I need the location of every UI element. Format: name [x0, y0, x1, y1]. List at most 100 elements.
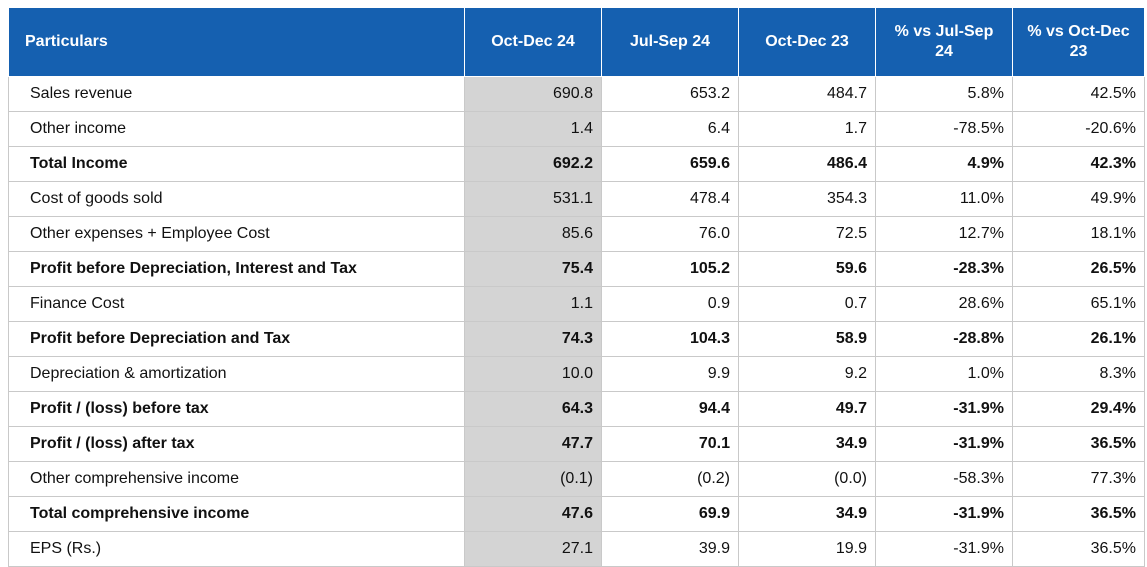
cell-pct-vs-jul-sep-24: -31.9%	[875, 391, 1013, 427]
cell-pct-vs-jul-sep-24: 1.0%	[875, 356, 1013, 392]
table-row: EPS (Rs.) 27.1 39.9 19.9 -31.9% 36.5%	[8, 531, 1145, 567]
cell-oct-dec-23: 34.9	[738, 496, 876, 532]
cell-oct-dec-23: 1.7	[738, 111, 876, 147]
cell-oct-dec-23: 59.6	[738, 251, 876, 287]
cell-pct-vs-oct-dec-23: 36.5%	[1012, 531, 1145, 567]
cell-oct-dec-23: (0.0)	[738, 461, 876, 497]
cell-oct-dec-23: 58.9	[738, 321, 876, 357]
cell-oct-dec-23: 49.7	[738, 391, 876, 427]
cell-pct-vs-oct-dec-23: 36.5%	[1012, 426, 1145, 462]
row-label: Profit before Depreciation and Tax	[8, 321, 465, 357]
table-row: Total Income 692.2 659.6 486.4 4.9% 42.3%	[8, 146, 1145, 182]
cell-oct-dec-24: 75.4	[464, 251, 602, 287]
header-oct-dec-24: Oct-Dec 24	[464, 7, 602, 77]
row-label: Other comprehensive income	[8, 461, 465, 497]
cell-oct-dec-23: 34.9	[738, 426, 876, 462]
table-row: Depreciation & amortization 10.0 9.9 9.2 1.0…	[8, 356, 1145, 392]
cell-oct-dec-23: 9.2	[738, 356, 876, 392]
cell-pct-vs-oct-dec-23: 18.1%	[1012, 216, 1145, 252]
cell-jul-sep-24: 94.4	[601, 391, 739, 427]
row-label: Other expenses + Employee Cost	[8, 216, 465, 252]
row-label: EPS (Rs.)	[8, 531, 465, 567]
cell-jul-sep-24: 39.9	[601, 531, 739, 567]
table-row: Profit / (loss) after tax 47.7 70.1 34.9 -31…	[8, 426, 1145, 462]
cell-oct-dec-24: 47.7	[464, 426, 602, 462]
cell-oct-dec-23: 0.7	[738, 286, 876, 322]
cell-jul-sep-24: 478.4	[601, 181, 739, 217]
cell-pct-vs-oct-dec-23: 77.3%	[1012, 461, 1145, 497]
cell-pct-vs-jul-sep-24: 4.9%	[875, 146, 1013, 182]
cell-jul-sep-24: 9.9	[601, 356, 739, 392]
cell-oct-dec-24: 74.3	[464, 321, 602, 357]
cell-jul-sep-24: 105.2	[601, 251, 739, 287]
cell-pct-vs-oct-dec-23: 36.5%	[1012, 496, 1145, 532]
table-row: Total comprehensive income 47.6 69.9 34.9 -3…	[8, 496, 1145, 532]
table-row: Cost of goods sold 531.1 478.4 354.3 11.0% 49…	[8, 181, 1145, 217]
cell-jul-sep-24: 69.9	[601, 496, 739, 532]
cell-pct-vs-jul-sep-24: 28.6%	[875, 286, 1013, 322]
table-row: Other expenses + Employee Cost 85.6 76.0 72…	[8, 216, 1145, 252]
cell-pct-vs-jul-sep-24: -28.8%	[875, 321, 1013, 357]
cell-oct-dec-23: 486.4	[738, 146, 876, 182]
cell-pct-vs-jul-sep-24: 11.0%	[875, 181, 1013, 217]
cell-oct-dec-24: 85.6	[464, 216, 602, 252]
cell-oct-dec-24: 27.1	[464, 531, 602, 567]
row-label: Total comprehensive income	[8, 496, 465, 532]
financial-results-table: Particulars Oct-Dec 24 Jul-Sep 24 Oct-De…	[8, 7, 1145, 567]
table-row: Other comprehensive income (0.1) (0.2) (0.0…	[8, 461, 1145, 497]
header-pct-vs-oct-dec-23: % vs Oct-Dec 23	[1012, 7, 1145, 77]
table-row: Finance Cost 1.1 0.9 0.7 28.6% 65.1%	[8, 286, 1145, 322]
cell-jul-sep-24: 104.3	[601, 321, 739, 357]
row-label: Finance Cost	[8, 286, 465, 322]
cell-pct-vs-jul-sep-24: 12.7%	[875, 216, 1013, 252]
cell-pct-vs-jul-sep-24: -31.9%	[875, 531, 1013, 567]
cell-oct-dec-23: 484.7	[738, 76, 876, 112]
cell-pct-vs-oct-dec-23: 26.5%	[1012, 251, 1145, 287]
cell-pct-vs-jul-sep-24: -78.5%	[875, 111, 1013, 147]
header-jul-sep-24: Jul-Sep 24	[601, 7, 739, 77]
cell-jul-sep-24: 659.6	[601, 146, 739, 182]
cell-pct-vs-oct-dec-23: 42.5%	[1012, 76, 1145, 112]
header-oct-dec-23: Oct-Dec 23	[738, 7, 876, 77]
cell-oct-dec-24: 690.8	[464, 76, 602, 112]
cell-jul-sep-24: 0.9	[601, 286, 739, 322]
header-particulars: Particulars	[8, 7, 465, 77]
cell-pct-vs-oct-dec-23: -20.6%	[1012, 111, 1145, 147]
row-label: Profit / (loss) after tax	[8, 426, 465, 462]
cell-pct-vs-jul-sep-24: -31.9%	[875, 426, 1013, 462]
table-body: Sales revenue 690.8 653.2 484.7 5.8% 42.5% Oth…	[8, 76, 1145, 567]
cell-pct-vs-oct-dec-23: 65.1%	[1012, 286, 1145, 322]
row-label: Cost of goods sold	[8, 181, 465, 217]
cell-jul-sep-24: 6.4	[601, 111, 739, 147]
cell-pct-vs-jul-sep-24: -28.3%	[875, 251, 1013, 287]
cell-jul-sep-24: 70.1	[601, 426, 739, 462]
cell-pct-vs-jul-sep-24: -58.3%	[875, 461, 1013, 497]
cell-jul-sep-24: (0.2)	[601, 461, 739, 497]
row-label: Total Income	[8, 146, 465, 182]
cell-oct-dec-23: 72.5	[738, 216, 876, 252]
table-row: Other income 1.4 6.4 1.7 -78.5% -20.6%	[8, 111, 1145, 147]
cell-pct-vs-oct-dec-23: 26.1%	[1012, 321, 1145, 357]
cell-oct-dec-24: 64.3	[464, 391, 602, 427]
cell-oct-dec-24: (0.1)	[464, 461, 602, 497]
cell-pct-vs-oct-dec-23: 8.3%	[1012, 356, 1145, 392]
cell-oct-dec-24: 692.2	[464, 146, 602, 182]
row-label: Other income	[8, 111, 465, 147]
cell-pct-vs-oct-dec-23: 49.9%	[1012, 181, 1145, 217]
row-label: Profit / (loss) before tax	[8, 391, 465, 427]
cell-jul-sep-24: 76.0	[601, 216, 739, 252]
cell-jul-sep-24: 653.2	[601, 76, 739, 112]
cell-oct-dec-24: 531.1	[464, 181, 602, 217]
row-label: Depreciation & amortization	[8, 356, 465, 392]
cell-oct-dec-24: 1.4	[464, 111, 602, 147]
table-header-row: Particulars Oct-Dec 24 Jul-Sep 24 Oct-De…	[8, 7, 1145, 77]
cell-oct-dec-24: 10.0	[464, 356, 602, 392]
cell-oct-dec-23: 354.3	[738, 181, 876, 217]
header-pct-vs-jul-sep-24: % vs Jul-Sep 24	[875, 7, 1013, 77]
cell-pct-vs-oct-dec-23: 42.3%	[1012, 146, 1145, 182]
row-label: Sales revenue	[8, 76, 465, 112]
cell-pct-vs-jul-sep-24: 5.8%	[875, 76, 1013, 112]
cell-oct-dec-24: 1.1	[464, 286, 602, 322]
table-row: Profit / (loss) before tax 64.3 94.4 49.7 -3…	[8, 391, 1145, 427]
row-label: Profit before Depreciation, Interest and…	[8, 251, 465, 287]
